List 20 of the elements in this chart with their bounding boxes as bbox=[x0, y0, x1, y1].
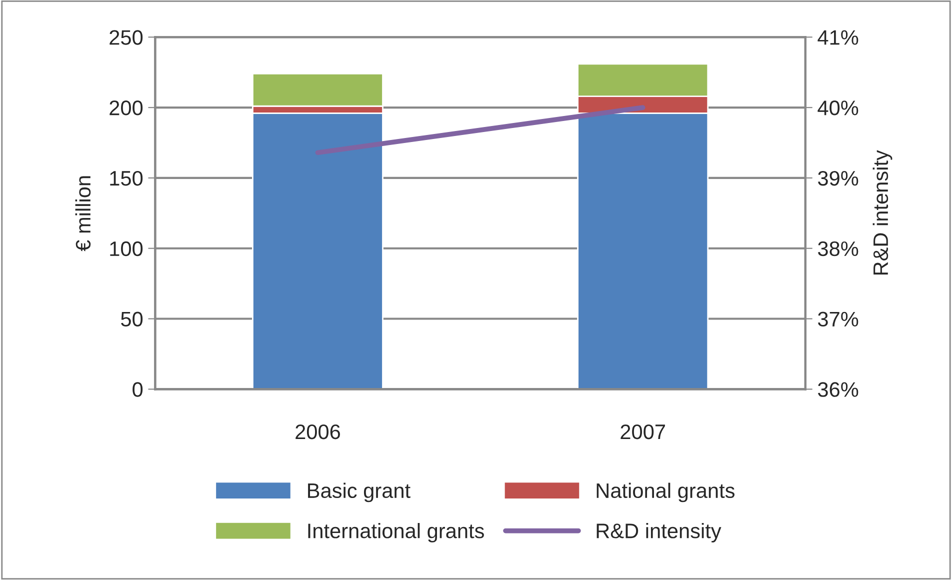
y2-tick-label: 41% bbox=[818, 30, 858, 45]
y2-axis-title: R&D intensity bbox=[872, 150, 892, 275]
y-tick-label: 0 bbox=[132, 382, 143, 397]
y-tick-label: 100 bbox=[110, 241, 143, 256]
y-tick-label: 150 bbox=[110, 170, 143, 186]
y2-tick-label: 36% bbox=[818, 382, 858, 397]
legend-label: Basic grant bbox=[308, 482, 410, 502]
y2-tick-label: 38% bbox=[818, 241, 858, 256]
y-tick-label: 250 bbox=[110, 30, 143, 45]
y2-tick-label: 37% bbox=[818, 312, 858, 327]
y2-tick-label: 40% bbox=[818, 100, 858, 116]
legend-label: National grants bbox=[596, 482, 734, 502]
y-axis-title: € million bbox=[75, 176, 91, 252]
y2-tick-label: 39% bbox=[818, 170, 858, 186]
legend-label: R&D intensity bbox=[596, 523, 722, 542]
y-tick-label: 50 bbox=[121, 312, 143, 327]
y-tick-label: 200 bbox=[110, 100, 143, 116]
legend-label: International grants bbox=[308, 523, 484, 542]
x-tick-label: 2006 bbox=[296, 424, 340, 440]
x-tick-label: 2007 bbox=[620, 424, 665, 440]
